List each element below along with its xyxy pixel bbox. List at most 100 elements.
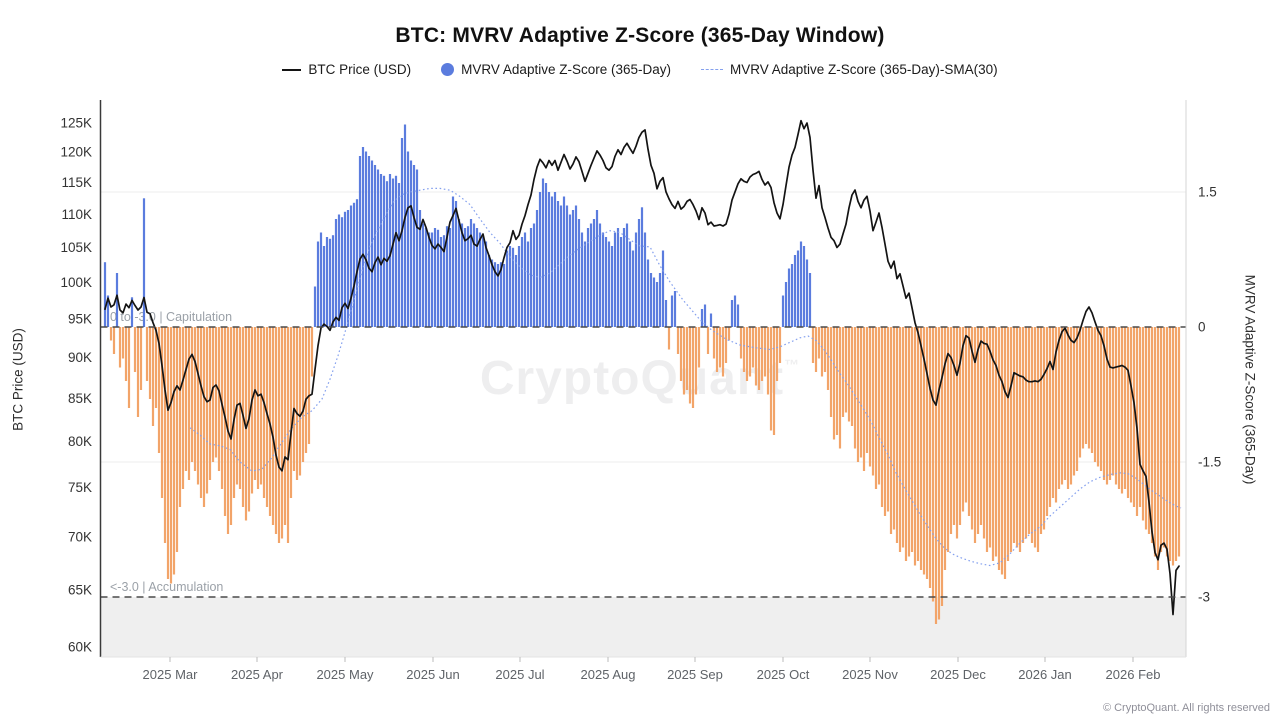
zscore-bar-negative bbox=[814, 327, 818, 372]
zscore-bar-negative bbox=[295, 327, 299, 480]
zscore-bar-negative bbox=[1174, 327, 1178, 561]
zscore-bar-positive bbox=[508, 246, 512, 327]
price-tick-label: 110K bbox=[61, 207, 92, 222]
zscore-bar-negative bbox=[151, 327, 155, 426]
circle-marker-icon bbox=[441, 63, 455, 76]
zscore-bar-negative bbox=[148, 327, 152, 399]
x-tick-label: 2025 Mar bbox=[143, 667, 199, 682]
zscore-bar-positive bbox=[331, 235, 335, 327]
zscore-bar-negative bbox=[217, 327, 221, 471]
zscore-bar-negative bbox=[1084, 327, 1088, 444]
price-tick-label: 100K bbox=[60, 275, 92, 290]
zscore-bar-positive bbox=[517, 246, 521, 327]
zscore-bar-negative bbox=[970, 327, 974, 530]
zscore-bar-negative bbox=[754, 327, 758, 386]
zscore-bar-negative bbox=[832, 327, 836, 440]
zscore-bar-negative bbox=[931, 327, 935, 602]
zscore-bar-positive bbox=[385, 181, 389, 327]
zscore-bar-positive bbox=[607, 241, 611, 327]
zscore-bar-negative bbox=[991, 327, 995, 561]
zscore-bar-negative bbox=[277, 327, 281, 543]
x-tick-label: 2025 Sep bbox=[667, 667, 723, 682]
zscore-bar-positive bbox=[541, 178, 545, 327]
legend-item-btc-price[interactable]: BTC Price (USD) bbox=[282, 62, 411, 77]
zscore-bar-positive bbox=[505, 250, 509, 327]
zscore-bar-negative bbox=[913, 327, 917, 566]
legend-label: BTC Price (USD) bbox=[308, 62, 412, 77]
mvrv-sma30-line bbox=[189, 187, 1182, 567]
zscore-bar-negative bbox=[307, 327, 311, 444]
zscore-bar-positive bbox=[463, 228, 467, 327]
legend-item-mvrv-sma[interactable]: MVRV Adaptive Z-Score (365-Day)-SMA(30) bbox=[701, 62, 998, 77]
zscore-bar-positive bbox=[373, 165, 377, 327]
zscore-bar-negative bbox=[1153, 327, 1157, 557]
zscore-bar-positive bbox=[700, 309, 704, 327]
zscore-bar-negative bbox=[163, 327, 167, 543]
zscore-bar-negative bbox=[859, 327, 863, 458]
zscore-bar-negative bbox=[166, 327, 170, 579]
zscore-bar-negative bbox=[169, 327, 173, 584]
zscore-bar-positive bbox=[586, 228, 590, 327]
zscore-bar-negative bbox=[1075, 327, 1079, 471]
zscore-bar-negative bbox=[955, 327, 959, 539]
zscore-bar-negative bbox=[1015, 327, 1019, 548]
zscore-bar-negative bbox=[958, 327, 962, 525]
zscore-bar-negative bbox=[1048, 327, 1052, 507]
zscore-bar-positive bbox=[520, 237, 524, 327]
zscore-bar-negative bbox=[985, 327, 989, 552]
zscore-bar-positive bbox=[427, 232, 431, 327]
zscore-bar-positive bbox=[631, 250, 635, 327]
zscore-bar-positive bbox=[589, 223, 593, 327]
zscore-bar-positive bbox=[538, 192, 542, 327]
zscore-bar-negative bbox=[982, 327, 986, 539]
zscore-bar-negative bbox=[667, 327, 671, 350]
zscore-bar-negative bbox=[292, 327, 296, 471]
zscore-bar-negative bbox=[952, 327, 956, 525]
zscore-bar-negative bbox=[817, 327, 821, 359]
zscore-bar-positive bbox=[490, 259, 494, 327]
zscore-bar-positive bbox=[673, 291, 677, 327]
zscore-bar-negative bbox=[1099, 327, 1103, 471]
zscore-bar-positive bbox=[559, 205, 563, 327]
zscore-bar-positive bbox=[529, 228, 533, 327]
zscore-bar-negative bbox=[196, 327, 200, 485]
zscore-bar-positive bbox=[346, 210, 350, 327]
zscore-bar-negative bbox=[946, 327, 950, 552]
zscore-bar-negative bbox=[853, 327, 857, 449]
zscore-bar-positive bbox=[376, 169, 380, 327]
zscore-bar-negative bbox=[1093, 327, 1097, 462]
zscore-bar-positive bbox=[619, 237, 623, 327]
zscore-bar-negative bbox=[943, 327, 947, 570]
zscore-bar-positive bbox=[514, 255, 518, 327]
zscore-bar-negative bbox=[265, 327, 269, 507]
zscore-bar-negative bbox=[1165, 327, 1169, 557]
zscore-bar-positive bbox=[415, 169, 419, 327]
zscore-bar-negative bbox=[112, 327, 116, 354]
zscore-bar-positive bbox=[454, 201, 458, 327]
zscore-bar-negative bbox=[997, 327, 1001, 570]
zscore-bar-negative bbox=[1090, 327, 1094, 453]
zone-annotation-0: 0 to -3.0 | Capitulation bbox=[110, 310, 232, 324]
zscore-bar-positive bbox=[535, 210, 539, 327]
zscore-bar-positive bbox=[652, 277, 656, 327]
zscore-bar-negative bbox=[967, 327, 971, 516]
zscore-bar-negative bbox=[901, 327, 905, 548]
zscore-bar-negative bbox=[271, 327, 275, 525]
zscore-bar-negative bbox=[829, 327, 833, 417]
legend-item-mvrv-zscore[interactable]: MVRV Adaptive Z-Score (365-Day) bbox=[441, 62, 671, 77]
zscore-bar-negative bbox=[877, 327, 881, 485]
zscore-bar-positive bbox=[484, 241, 488, 327]
x-tick-label: 2025 Apr bbox=[231, 667, 284, 682]
zscore-bar-negative bbox=[838, 327, 842, 449]
zscore-bar-negative bbox=[760, 327, 764, 381]
zscore-bar-positive bbox=[571, 210, 575, 327]
zscore-bar-positive bbox=[328, 238, 332, 327]
zscore-bar-negative bbox=[1177, 327, 1181, 557]
zscore-bar-negative bbox=[823, 327, 827, 372]
zscore-bar-positive bbox=[406, 151, 410, 327]
zscore-bar-positive bbox=[637, 219, 641, 327]
zscore-bar-positive bbox=[478, 232, 482, 327]
zscore-bar-negative bbox=[139, 327, 143, 390]
zscore-bar-negative bbox=[865, 327, 869, 453]
